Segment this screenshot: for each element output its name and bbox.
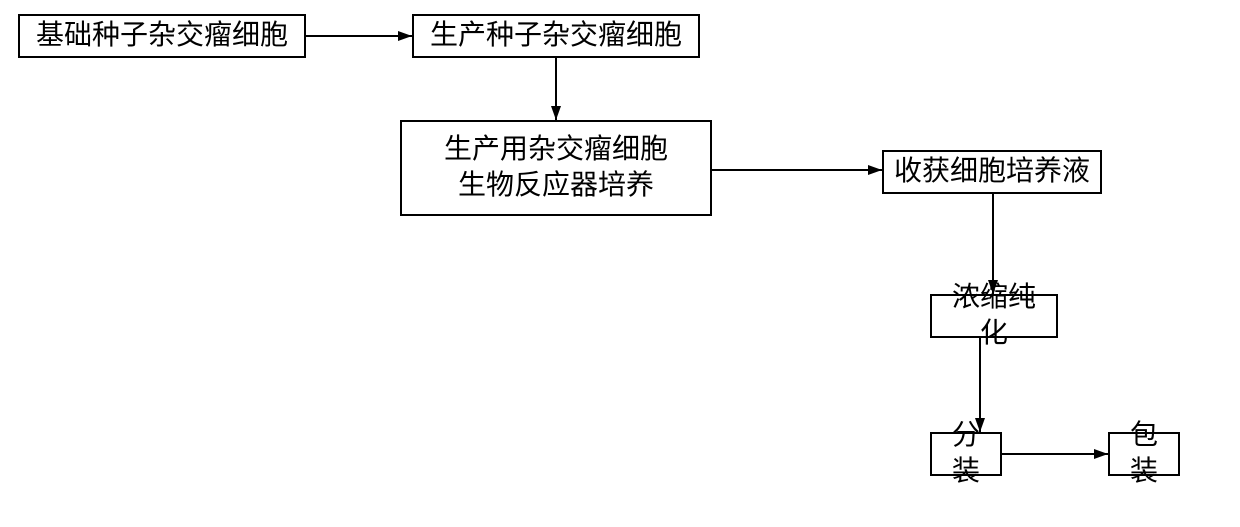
node-production-seed-hybridoma-cells: 生产种子杂交瘤细胞 xyxy=(412,14,700,58)
node-label: 基础种子杂交瘤细胞 xyxy=(36,18,288,54)
node-aliquot: 分装 xyxy=(930,432,1002,476)
edges-layer xyxy=(0,0,1240,527)
node-label: 生产种子杂交瘤细胞 xyxy=(430,18,682,54)
node-label: 收获细胞培养液 xyxy=(894,154,1090,190)
node-harvest-culture-medium: 收获细胞培养液 xyxy=(882,150,1102,194)
node-packaging: 包装 xyxy=(1108,432,1180,476)
node-concentrate-purify: 浓缩纯化 xyxy=(930,294,1058,338)
node-label: 分装 xyxy=(940,418,992,491)
flowchart-stage: 基础种子杂交瘤细胞 生产种子杂交瘤细胞 生产用杂交瘤细胞 生物反应器培养 收获细… xyxy=(0,0,1240,527)
node-label: 包装 xyxy=(1118,418,1170,491)
node-label: 生产用杂交瘤细胞 生物反应器培养 xyxy=(444,132,668,205)
node-label: 浓缩纯化 xyxy=(940,280,1048,353)
node-basic-seed-hybridoma-cells: 基础种子杂交瘤细胞 xyxy=(18,14,306,58)
node-bioreactor-culture: 生产用杂交瘤细胞 生物反应器培养 xyxy=(400,120,712,216)
